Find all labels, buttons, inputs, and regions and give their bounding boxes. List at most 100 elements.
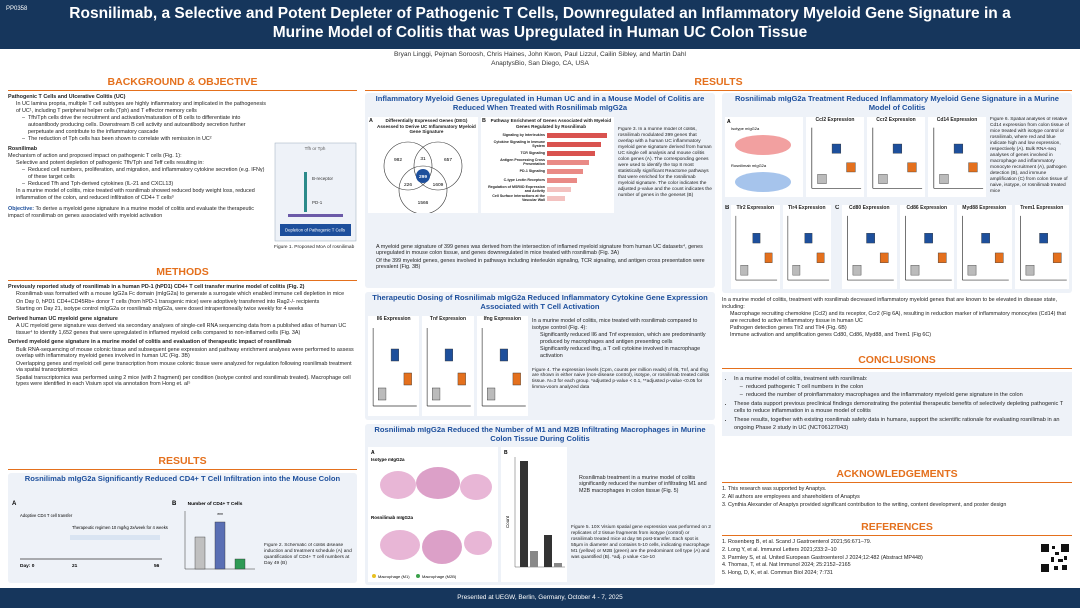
- objective: Objective: To derive a myeloid gene sign…: [8, 206, 270, 220]
- figure-caption: Figure 4. The expression levels (Cpm, co…: [532, 367, 710, 391]
- bullet-list: Tfh/Tph cells drive the recruitment and …: [16, 115, 270, 143]
- plot: Il6 Expression: [368, 316, 420, 416]
- figure-caption: Figure 6. Spatial analyses of relative C…: [990, 117, 1069, 194]
- lines: 1. Rosenberg B, et al. Scand J Gastroent…: [722, 539, 1022, 577]
- bullet-item: Significantly reduced Ifng, a T cell cyt…: [540, 346, 712, 360]
- authors: Bryan Linggi, Pejman Soroosh, Chris Hain…: [0, 51, 1080, 69]
- subheading: Previously reported study of rosnilimab …: [8, 284, 305, 291]
- box: [792, 265, 800, 276]
- plot-title: Number of CD4+ T Cells: [188, 501, 243, 507]
- plot-graphic: [904, 216, 952, 281]
- bullet-list: Bulk RNA-sequencing of mouse colonic tis…: [8, 347, 357, 389]
- pathway-label: Signaling by Interleukins: [502, 133, 545, 138]
- box: [967, 265, 977, 276]
- panel: Therapeutic Dosing of Rosnilimab mIgG2a …: [365, 292, 715, 420]
- panel-letter: A: [12, 501, 17, 507]
- pathway-label: Cytokine Signaling in Immune System: [493, 140, 545, 148]
- plot-graphic: [933, 127, 984, 189]
- venn-number: 226: [404, 182, 412, 188]
- figure-3a: A Differentially Expressed Genes (DEG) As…: [368, 117, 478, 213]
- section-heading: BACKGROUND & OBJECTIVE: [8, 76, 357, 92]
- figure-label: Tfh or Tph: [305, 146, 326, 151]
- legend-swatch: [416, 574, 420, 578]
- bullet-item: On Day 0, hPD1 CD4+CD45Rb+ donor T cells…: [16, 299, 357, 306]
- tissue-image: [416, 467, 460, 499]
- pathway-row: Cytokine Signaling in Immune System: [483, 140, 612, 149]
- venn-circle: [383, 141, 433, 191]
- figure-caption: Figure 5. 10X Visium spatial gene expres…: [571, 524, 711, 560]
- bullet-list: reduced pathogenic T cell numbers in the…: [734, 384, 1068, 400]
- tissue-image: [735, 135, 791, 155]
- figure-label: Isotype mIgG2a: [731, 126, 760, 131]
- line-text: 1. This research was supported by Anapty…: [722, 486, 827, 493]
- bullet-item: Reduced cell numbers, proliferation, and…: [28, 167, 270, 181]
- plot-title: Tnf Expression: [429, 316, 467, 322]
- bullet-item: Selective and potent depletion of pathog…: [16, 160, 270, 188]
- pathway-bar: [547, 142, 601, 148]
- section-heading: REFERENCES: [722, 521, 1072, 537]
- plot-graphic: [847, 216, 894, 281]
- bullet-list: Macrophage recruiting chemokine (Ccl2) a…: [722, 311, 1072, 339]
- results-left-section: RESULTS Rosnilimab mIgG2a Significantly …: [8, 455, 357, 585]
- box: [910, 265, 919, 276]
- references-section: REFERENCES 1. Rosenberg B, et al. Scand …: [722, 521, 1072, 585]
- venn-number: 299: [419, 174, 427, 180]
- bullet-item: These data support previous preclinical …: [734, 401, 1068, 417]
- plot-graphic: [735, 216, 778, 281]
- figure-bar: [194, 536, 206, 570]
- bullet-item: In a murine model of colitis, mice treat…: [16, 188, 270, 202]
- methods-blocks: Previously reported study of rosnilimab …: [8, 284, 357, 388]
- panel-letter: A: [369, 118, 373, 124]
- bullet-item: Spatial transcriptomics was performed us…: [16, 375, 357, 389]
- plot-graphic: [787, 216, 829, 281]
- box: [458, 373, 467, 386]
- figure-bar: [544, 535, 552, 567]
- panel-title: Rosnilimab mIgG2a Treatment Reduced Infl…: [734, 94, 1060, 112]
- line-text: 2. All authors are employees and shareho…: [722, 493, 860, 500]
- subheading: Rosnilimab: [8, 145, 38, 152]
- bullet-list: In UC lamina propria, multiple T cell su…: [8, 101, 270, 143]
- figure-label: B-receptor: [312, 176, 334, 181]
- pathway-bar: [547, 187, 571, 193]
- bullet-item: Immune activation and amplification gene…: [730, 332, 1072, 339]
- venn-number: 31: [420, 156, 426, 162]
- author-list: Bryan Linggi, Pejman Soroosh, Chris Hain…: [394, 51, 686, 58]
- box: [817, 174, 827, 185]
- tissue-image: [735, 172, 791, 192]
- figure-label: PD-1: [312, 200, 323, 205]
- qr-code[interactable]: [1040, 543, 1070, 573]
- plot-title: Ifng Expression: [483, 316, 522, 322]
- figure-5-text: Rosnilimab treatment in a murine model o…: [571, 474, 711, 561]
- section-heading: CONCLUSIONS: [722, 354, 1072, 370]
- venn-circle: [398, 165, 448, 213]
- panel: Inflammatory Myeloid Genes Upregulated i…: [365, 93, 715, 288]
- box: [937, 252, 947, 264]
- legend-swatch: [372, 574, 376, 578]
- bullet-item: These results, together with existing ro…: [734, 417, 1068, 433]
- venn-highlight: [416, 169, 430, 184]
- paragraph: Mechanism of action and proposed impact …: [8, 152, 182, 159]
- section-heading: METHODS: [8, 266, 357, 282]
- plot: Trem1 Expression: [1014, 205, 1069, 289]
- figure-label: Isotype mIgG2a: [371, 457, 405, 462]
- box: [740, 265, 749, 276]
- pathway-bar: [547, 196, 565, 202]
- objective-text: To derive a myeloid gene signature in a …: [8, 205, 254, 219]
- pathway-row: TCR Signaling: [483, 149, 612, 158]
- bullet-item: Rosnilimab treatment in a murine model o…: [579, 475, 711, 495]
- plot-row: Il6 Expression Tnf Expression Ifng Express…: [368, 316, 528, 416]
- figure-5: A Isotype mIgG2a Rosnilimab mIgG2a Macro…: [368, 447, 567, 582]
- figure-label: Therapeutic regimen 10 mg/kg 2x/week for…: [72, 525, 168, 530]
- box: [378, 388, 387, 401]
- figure-title: Differentially Expressed Genes (DEG) Ass…: [377, 118, 476, 135]
- conclusions-section: CONCLUSIONS In a murine model of colitis…: [722, 354, 1072, 464]
- bullet-list: In a murine model of colitis, treatment …: [726, 376, 1068, 433]
- bullets: Rosnilimab treatment in a murine model o…: [571, 475, 711, 495]
- plot: Ccl2 Expression: [806, 117, 864, 197]
- pathway-row: Antigen Processing Cross Presentation: [483, 158, 612, 167]
- membrane-shape: [288, 214, 343, 217]
- legend-label: Macrophage (M2B): [422, 574, 457, 579]
- bullet-item: Rosnilimab was formatted with a mouse Ig…: [16, 291, 357, 298]
- panel-title: Therapeutic Dosing of Rosnilimab mIgG2a …: [372, 293, 708, 311]
